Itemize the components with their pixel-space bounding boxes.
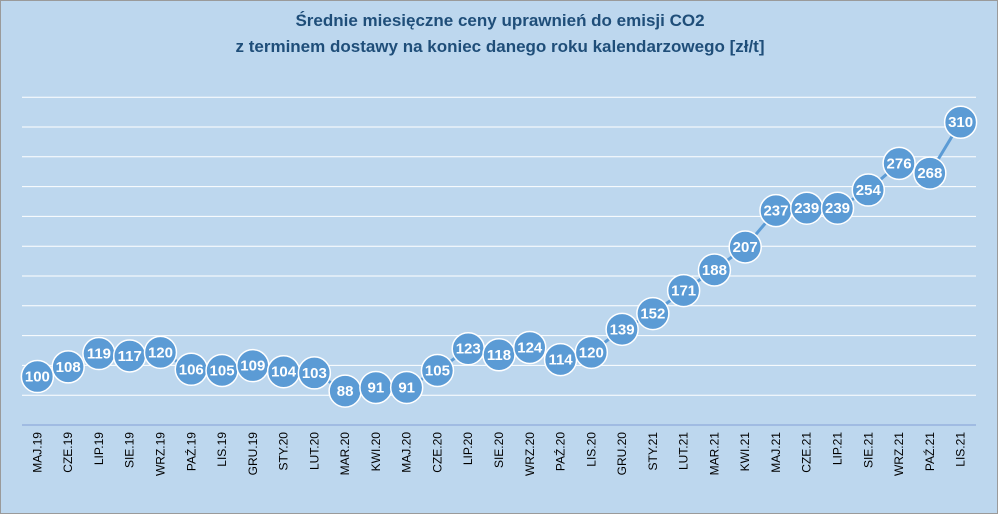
data-label: 120 bbox=[579, 344, 604, 361]
data-label: 106 bbox=[179, 361, 204, 378]
x-tick-label: LIP.21 bbox=[831, 432, 845, 465]
data-label: 276 bbox=[887, 155, 912, 172]
x-tick-label: STY.21 bbox=[646, 432, 660, 471]
x-tick-label: LIS.19 bbox=[215, 432, 229, 467]
data-point bbox=[389, 370, 424, 405]
data-label: 237 bbox=[763, 203, 788, 220]
data-label: 310 bbox=[948, 114, 973, 131]
x-tick-label: MAJ.19 bbox=[30, 432, 44, 473]
data-point bbox=[913, 156, 947, 190]
x-tick-label: SIE.20 bbox=[492, 432, 506, 468]
data-label: 91 bbox=[398, 379, 415, 396]
data-label: 109 bbox=[240, 358, 265, 375]
x-tick-label: CZE.20 bbox=[430, 432, 444, 473]
data-point bbox=[851, 173, 886, 207]
data-point bbox=[20, 359, 55, 394]
x-tick-label: WRZ.21 bbox=[892, 432, 906, 476]
data-label: 124 bbox=[517, 339, 543, 356]
data-label: 105 bbox=[425, 363, 450, 380]
data-point bbox=[666, 273, 701, 308]
chart-title-line1: Średnie miesięczne ceny uprawnień do emi… bbox=[295, 11, 705, 30]
data-label: 120 bbox=[148, 344, 173, 361]
data-label: 104 bbox=[271, 364, 297, 381]
data-label: 117 bbox=[118, 348, 142, 365]
x-tick-label: KWI.20 bbox=[369, 432, 383, 472]
x-tick-label: CZE.21 bbox=[800, 432, 814, 473]
data-point bbox=[636, 296, 670, 331]
data-label: 103 bbox=[302, 365, 327, 382]
x-tick-label: WRZ.20 bbox=[523, 432, 537, 476]
data-label: 239 bbox=[825, 200, 850, 217]
data-label: 139 bbox=[610, 321, 635, 338]
data-point bbox=[820, 191, 855, 225]
data-label: 123 bbox=[456, 341, 481, 358]
data-point bbox=[513, 330, 547, 365]
data-point bbox=[728, 230, 762, 264]
x-tick-label: LUT.21 bbox=[677, 432, 691, 470]
x-tick-label: LIP.20 bbox=[461, 432, 475, 465]
x-tick-label: LUT.20 bbox=[307, 432, 321, 470]
x-tick-label: PAŹ.20 bbox=[553, 432, 568, 471]
data-label: 105 bbox=[210, 363, 235, 380]
x-tick-label: LIS.20 bbox=[584, 432, 598, 467]
data-label: 91 bbox=[368, 379, 385, 396]
data-point bbox=[143, 335, 178, 370]
data-point bbox=[297, 356, 332, 390]
data-point bbox=[943, 105, 978, 139]
data-label: 268 bbox=[917, 165, 942, 182]
data-label: 207 bbox=[733, 239, 758, 256]
data-label: 108 bbox=[56, 359, 81, 376]
data-point bbox=[420, 353, 455, 388]
x-tick-label: SIE.19 bbox=[123, 432, 137, 468]
x-tick-label: GRU.19 bbox=[246, 432, 260, 476]
x-tick-label: KWI.21 bbox=[738, 432, 752, 472]
x-tick-label: LIP.19 bbox=[92, 432, 106, 465]
x-tick-label: PAŹ.21 bbox=[922, 432, 937, 471]
x-tick-label: MAJ.20 bbox=[400, 432, 414, 473]
data-label: 118 bbox=[487, 347, 511, 364]
data-label: 152 bbox=[640, 306, 665, 323]
x-tick-label: MAR.21 bbox=[707, 432, 721, 476]
data-label: 254 bbox=[856, 182, 882, 199]
x-tick-label: MAJ.21 bbox=[769, 432, 783, 473]
data-point bbox=[882, 146, 916, 181]
chart-title-line2: z terminem dostawy na koniec danego roku… bbox=[235, 37, 765, 56]
data-label: 239 bbox=[794, 200, 819, 217]
x-tick-label: PAŹ.19 bbox=[183, 432, 198, 471]
x-tick-label: GRU.20 bbox=[615, 432, 629, 476]
data-point bbox=[697, 253, 732, 287]
x-tick-label: CZE.19 bbox=[61, 432, 75, 473]
x-tick-label: MAR.20 bbox=[338, 432, 352, 476]
data-label: 119 bbox=[87, 346, 111, 363]
data-point bbox=[605, 312, 639, 347]
x-tick-label: SIE.21 bbox=[861, 432, 875, 468]
x-tick-label: LIS.21 bbox=[954, 432, 968, 467]
data-label: 188 bbox=[702, 262, 727, 279]
data-label: 114 bbox=[548, 352, 573, 369]
chart-title: Średnie miesięczne ceny uprawnień do emi… bbox=[0, 8, 1000, 60]
data-label: 171 bbox=[671, 283, 696, 300]
data-point bbox=[574, 335, 609, 370]
gridlines bbox=[22, 96, 976, 426]
data-point bbox=[51, 350, 85, 384]
x-tick-label: STY.20 bbox=[277, 432, 291, 471]
data-label: 100 bbox=[25, 369, 50, 386]
x-tick-label: WRZ.19 bbox=[153, 432, 167, 476]
data-label: 88 bbox=[337, 383, 354, 400]
